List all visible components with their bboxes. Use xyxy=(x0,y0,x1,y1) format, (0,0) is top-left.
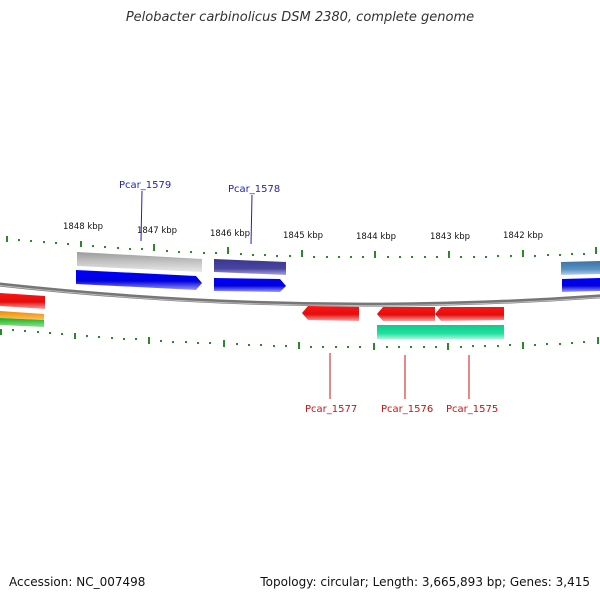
scale-label-1843: 1843 kbp xyxy=(430,232,470,242)
genome-backbone xyxy=(0,282,600,307)
scale-label-1842: 1842 kbp xyxy=(503,231,543,241)
gene-label-pcar-1578[interactable]: Pcar_1578 xyxy=(228,184,280,195)
gene-label-pcar-1579[interactable]: Pcar_1579 xyxy=(119,180,171,191)
genome-summary-text: Topology: circular; Length: 3,665,893 bp… xyxy=(260,575,590,589)
cds-reverse-pcar-1577[interactable] xyxy=(302,306,359,321)
gene-label-pcar-1577[interactable]: Pcar_1577 xyxy=(305,404,357,415)
leader-line-pcar-1578 xyxy=(250,194,253,245)
scale-label-1845: 1845 kbp xyxy=(283,231,323,241)
gene-label-pcar-1575[interactable]: Pcar_1575 xyxy=(446,404,498,415)
cds-reverse-left-edge[interactable] xyxy=(0,293,45,309)
cds-reverse-pcar-1575[interactable] xyxy=(435,307,504,321)
feature-teal-block xyxy=(377,325,504,339)
cds-forward-pcar-1578[interactable] xyxy=(214,278,286,292)
gene-label-pcar-1576[interactable]: Pcar_1576 xyxy=(381,404,433,415)
cds-forward-pcar-1579[interactable] xyxy=(76,270,202,290)
feature-orange-block xyxy=(0,311,44,320)
inner-tick-ring xyxy=(0,329,599,350)
accession-text: Accession: NC_007498 xyxy=(9,575,146,589)
outer-tick-ring xyxy=(6,236,597,258)
feature-gray-block xyxy=(77,252,202,272)
leader-line-pcar-1579 xyxy=(140,190,143,242)
scale-label-1848: 1848 kbp xyxy=(63,222,103,232)
feature-purple-block xyxy=(214,259,286,275)
feature-green-block xyxy=(0,318,44,327)
scale-label-1847: 1847 kbp xyxy=(137,226,177,236)
map-title: Pelobacter carbinolicus DSM 2380, comple… xyxy=(125,10,475,25)
cds-forward-right-edge[interactable] xyxy=(562,278,600,292)
cds-reverse-pcar-1576[interactable] xyxy=(377,307,435,321)
scale-label-1844: 1844 kbp xyxy=(356,232,396,242)
feature-steelblue-block xyxy=(561,261,600,275)
scale-label-1846: 1846 kbp xyxy=(210,229,250,239)
